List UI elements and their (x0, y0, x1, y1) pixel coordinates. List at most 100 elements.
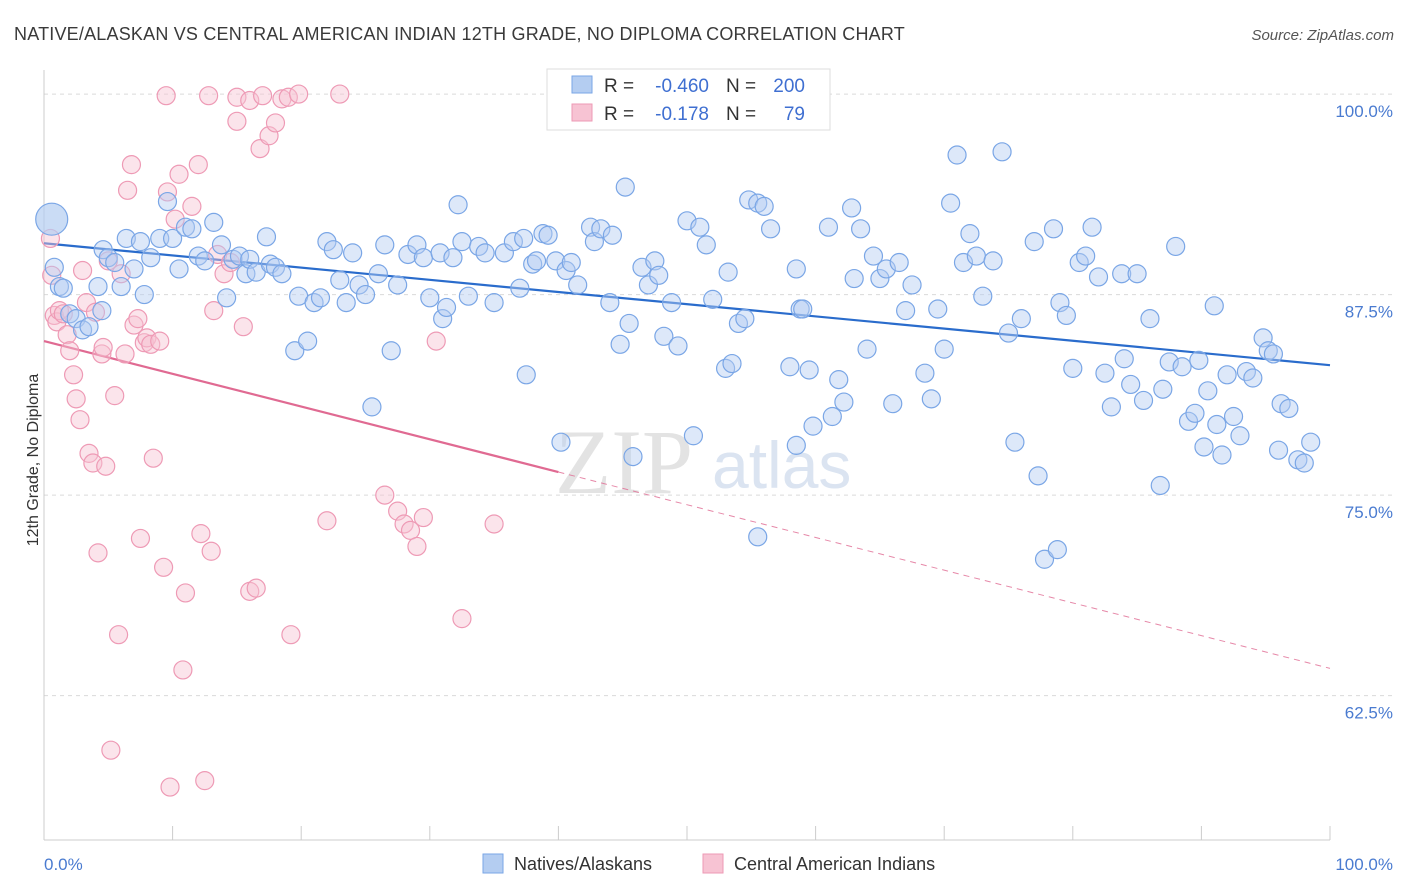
legend-swatch-central-american (702, 853, 724, 874)
point-a-3 (53, 278, 73, 298)
stats-n-value-b: 79 (784, 104, 805, 125)
legend-label-natives: Natives/Alaskans (514, 854, 652, 874)
point-a-31 (229, 246, 250, 266)
point-a-90 (619, 313, 639, 334)
point-b-24 (115, 344, 135, 364)
point-b-11 (72, 260, 93, 281)
point-a-102 (696, 235, 716, 255)
point-a-174 (1178, 411, 1199, 431)
point-a-71 (503, 232, 523, 252)
point-a-22 (169, 259, 189, 279)
point-b-54 (246, 578, 266, 598)
point-b-28 (128, 309, 148, 329)
point-b-33 (143, 448, 163, 468)
point-a-116 (793, 299, 813, 319)
point-a-182 (1217, 365, 1237, 385)
point-a-128 (870, 268, 890, 289)
y-axis-label: 12th Grade, No Diploma (25, 374, 42, 547)
point-a-27 (204, 212, 224, 232)
point-a-197 (786, 435, 806, 455)
point-b-18 (96, 456, 116, 476)
point-a-94 (645, 251, 665, 271)
point-a-50 (355, 284, 376, 305)
point-a-192 (1279, 398, 1299, 419)
stats-r-label-a: R = (604, 76, 634, 97)
point-a-93 (638, 275, 659, 295)
axes (43, 70, 1331, 841)
point-a-145 (992, 142, 1012, 162)
point-a-82 (568, 275, 588, 295)
point-a-126 (857, 339, 877, 359)
point-a-194 (1294, 453, 1314, 473)
stats-swatch-central-american (571, 103, 593, 122)
point-b-10 (70, 410, 90, 430)
point-a-15 (124, 259, 144, 279)
y-tick-label-1: 87.5% (1345, 303, 1393, 322)
stats-n-label-b: N = (726, 104, 756, 125)
point-a-100 (683, 426, 704, 446)
point-a-78 (546, 251, 566, 271)
point-b-37 (160, 777, 180, 797)
point-a-24 (182, 219, 202, 239)
point-a-113 (780, 357, 800, 377)
point-b-1 (42, 265, 62, 285)
point-a-139 (947, 145, 967, 165)
point-a-184 (1230, 426, 1250, 446)
point-a-58 (413, 248, 433, 268)
point-a-53 (375, 235, 395, 255)
trend-line-solid-1 (43, 340, 559, 474)
y-tick-label-2: 75.0% (1345, 503, 1393, 522)
point-a-177 (1194, 437, 1214, 457)
point-a-88 (610, 334, 630, 354)
point-a-165 (1121, 374, 1141, 395)
point-b-5 (53, 304, 73, 324)
point-a-52 (368, 264, 388, 284)
point-b-46 (201, 541, 221, 561)
point-a-120 (822, 406, 842, 427)
point-a-147 (1005, 432, 1025, 452)
point-a-176 (1189, 350, 1209, 370)
point-a-188 (1258, 341, 1278, 361)
point-a-121 (829, 370, 849, 390)
point-b-20 (101, 740, 121, 760)
point-b-76 (253, 86, 273, 106)
point-b-60 (281, 625, 301, 645)
point-b-71 (484, 514, 504, 534)
point-a-135 (921, 389, 941, 409)
point-a-163 (1112, 264, 1132, 284)
point-a-134 (915, 363, 935, 383)
point-b-52 (233, 317, 253, 337)
point-a-77 (538, 225, 558, 245)
point-b-49 (214, 264, 234, 284)
point-a-13 (111, 276, 131, 297)
point-a-143 (973, 286, 993, 306)
point-b-61 (317, 511, 337, 531)
point-a-96 (654, 326, 674, 346)
point-a-112 (760, 219, 781, 239)
point-b-17 (92, 344, 112, 364)
point-a-103 (703, 289, 723, 309)
point-a-18 (141, 248, 161, 268)
point-b-42 (182, 196, 202, 216)
point-b-70 (452, 609, 472, 629)
point-a-54 (381, 341, 401, 361)
point-b-51 (227, 111, 247, 131)
point-a-69 (484, 293, 504, 313)
point-a-190 (1268, 440, 1289, 460)
grid-lines (44, 93, 1392, 697)
point-a-127 (863, 246, 884, 266)
point-a-26 (195, 251, 215, 271)
point-a-44 (317, 232, 337, 252)
point-b-34 (150, 331, 170, 351)
point-a-106 (722, 353, 742, 374)
point-b-77 (289, 84, 309, 104)
point-b-78 (93, 337, 113, 358)
point-b-9 (66, 389, 86, 409)
point-a-7 (79, 317, 99, 337)
point-a-79 (551, 432, 571, 452)
point-a-73 (514, 228, 534, 249)
stats-r-value-a: -0.460 (655, 76, 709, 97)
point-a-170 (1153, 379, 1173, 399)
point-a-17 (134, 284, 154, 305)
point-b-68 (413, 507, 433, 528)
